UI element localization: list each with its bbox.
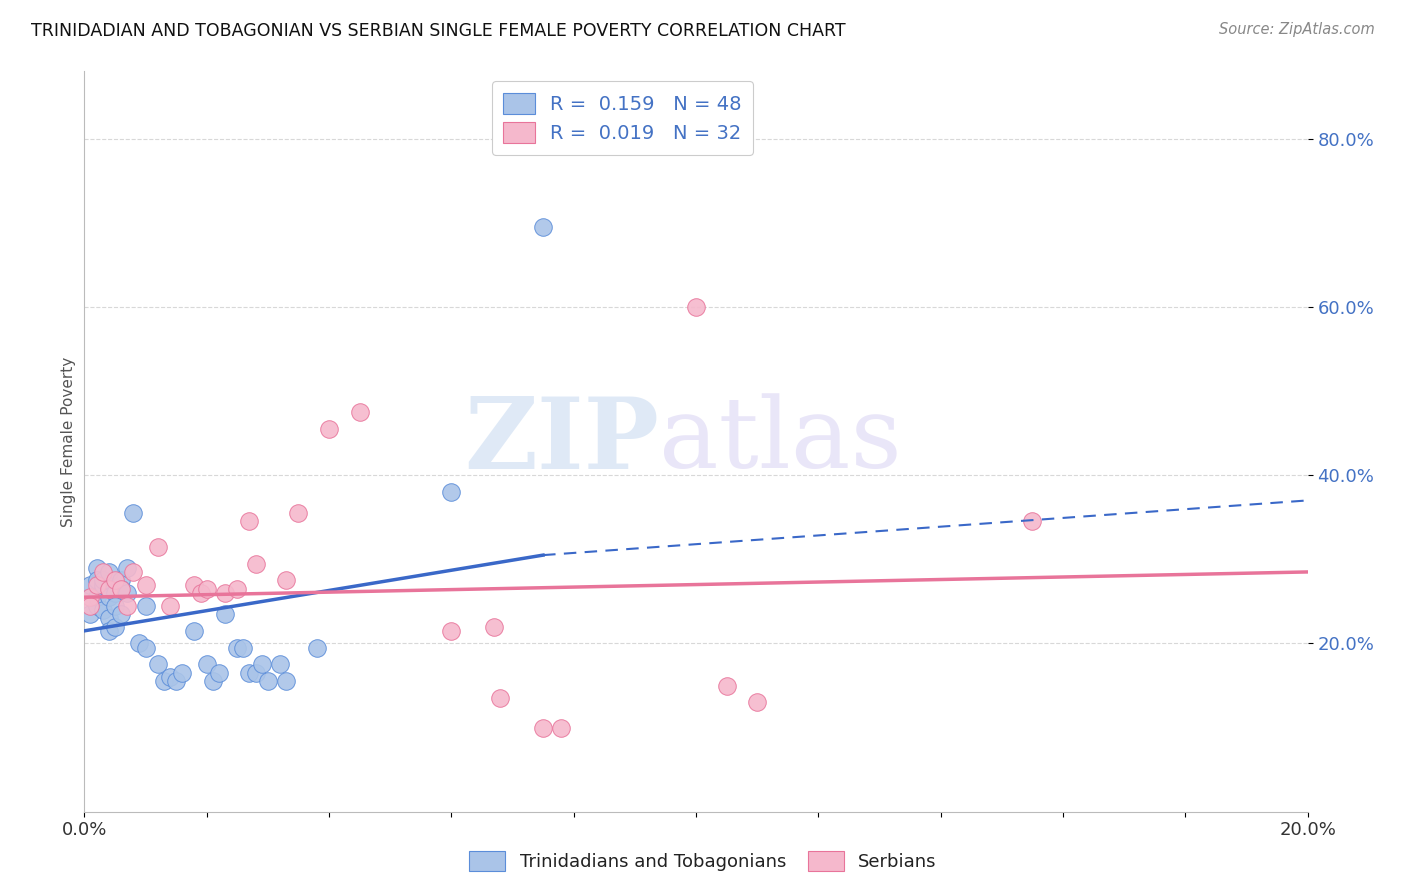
Point <box>489 691 512 706</box>
Text: atlas: atlas <box>659 393 903 490</box>
Point <box>165 674 187 689</box>
Point <box>79 599 101 613</box>
Point <box>86 577 108 591</box>
Point <box>1021 515 1043 529</box>
Point <box>349 405 371 419</box>
Point <box>747 695 769 709</box>
Point <box>104 599 127 613</box>
Point <box>305 640 328 655</box>
Point <box>276 674 298 689</box>
Point <box>104 586 127 600</box>
Point <box>195 582 218 596</box>
Point <box>86 590 108 604</box>
Point <box>531 219 554 234</box>
Point <box>86 599 108 613</box>
Point <box>135 640 157 655</box>
Point <box>110 582 132 596</box>
Point <box>91 574 114 588</box>
Point <box>201 674 224 689</box>
Point <box>531 721 554 735</box>
Point <box>97 611 120 625</box>
Point <box>97 582 120 596</box>
Point <box>115 560 138 574</box>
Point <box>685 300 707 314</box>
Point <box>238 515 260 529</box>
Point <box>115 586 138 600</box>
Point <box>91 565 114 579</box>
Point <box>226 582 249 596</box>
Point <box>318 422 340 436</box>
Point <box>172 665 194 680</box>
Legend: R =  0.159   N = 48, R =  0.019   N = 32: R = 0.159 N = 48, R = 0.019 N = 32 <box>492 81 754 154</box>
Point <box>146 657 169 672</box>
Text: TRINIDADIAN AND TOBAGONIAN VS SERBIAN SINGLE FEMALE POVERTY CORRELATION CHART: TRINIDADIAN AND TOBAGONIAN VS SERBIAN SI… <box>31 22 845 40</box>
Text: ZIP: ZIP <box>464 393 659 490</box>
Point <box>104 619 127 633</box>
Point <box>208 665 231 680</box>
Point <box>183 577 205 591</box>
Point <box>276 574 298 588</box>
Point <box>159 670 181 684</box>
Point <box>110 582 132 596</box>
Point <box>91 603 114 617</box>
Point <box>716 679 738 693</box>
Point <box>257 674 280 689</box>
Point <box>269 657 291 672</box>
Point <box>153 674 176 689</box>
Point <box>97 624 120 638</box>
Point <box>135 599 157 613</box>
Point <box>91 577 114 591</box>
Point <box>97 565 120 579</box>
Point <box>97 590 120 604</box>
Y-axis label: Single Female Poverty: Single Female Poverty <box>60 357 76 526</box>
Point <box>226 640 249 655</box>
Point <box>159 599 181 613</box>
Point <box>245 665 267 680</box>
Text: Source: ZipAtlas.com: Source: ZipAtlas.com <box>1219 22 1375 37</box>
Point <box>440 485 463 500</box>
Point <box>128 636 150 650</box>
Point <box>214 607 236 621</box>
Legend: Trinidadians and Tobagonians, Serbians: Trinidadians and Tobagonians, Serbians <box>463 844 943 879</box>
Point <box>440 624 463 638</box>
Point <box>146 540 169 554</box>
Point <box>135 577 157 591</box>
Point <box>110 574 132 588</box>
Point <box>86 574 108 588</box>
Point <box>183 624 205 638</box>
Point <box>79 590 101 604</box>
Point <box>79 577 101 591</box>
Point <box>550 721 572 735</box>
Point <box>91 582 114 596</box>
Point <box>104 574 127 588</box>
Point <box>79 607 101 621</box>
Point <box>122 506 145 520</box>
Point <box>110 607 132 621</box>
Point <box>287 506 309 520</box>
Point <box>238 665 260 680</box>
Point <box>122 565 145 579</box>
Point <box>195 657 218 672</box>
Point <box>245 557 267 571</box>
Point <box>482 619 505 633</box>
Point <box>214 586 236 600</box>
Point <box>115 599 138 613</box>
Point <box>86 560 108 574</box>
Point <box>190 586 212 600</box>
Point <box>250 657 273 672</box>
Point <box>232 640 254 655</box>
Point <box>79 590 101 604</box>
